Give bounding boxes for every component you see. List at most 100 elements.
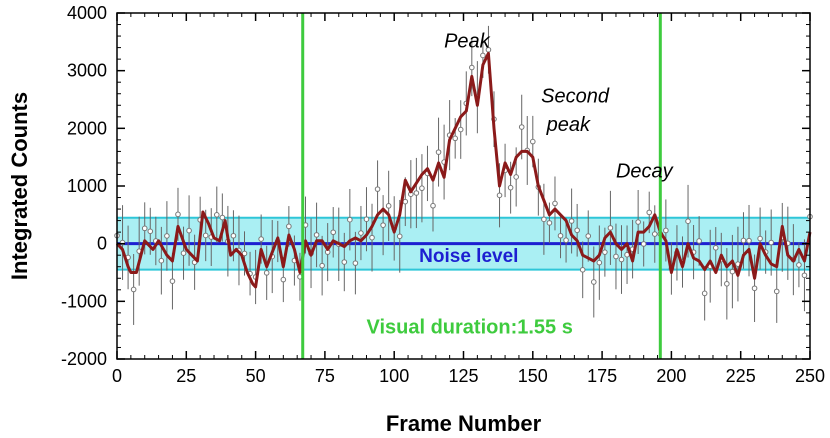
sample-point (701, 290, 708, 297)
sample-point (513, 174, 519, 180)
x-tick-label: 100 (379, 366, 409, 386)
sample-point (751, 285, 758, 292)
sample-point (219, 214, 226, 221)
sample-point (663, 227, 669, 234)
sample-point (602, 249, 608, 255)
error-bars-layer (116, 25, 811, 325)
x-tick-label: 0 (112, 366, 122, 386)
sample-point (469, 64, 475, 71)
sample-point (413, 190, 420, 196)
x-tick-label: 200 (656, 366, 686, 386)
annotation-label: peak (546, 114, 591, 136)
sample-point (568, 218, 575, 224)
sample-point (457, 126, 464, 133)
sample-point (369, 234, 375, 241)
sample-point (496, 192, 503, 199)
sample-point (419, 185, 425, 192)
sample-point (130, 286, 137, 293)
sample-point (773, 288, 780, 295)
sample-point (640, 241, 647, 247)
x-tick-label: 175 (587, 366, 617, 386)
sample-point (530, 138, 536, 145)
sample-point (768, 239, 774, 246)
sample-point (651, 231, 658, 237)
sample-point (546, 220, 553, 226)
y-tick-label: 0 (97, 234, 107, 254)
annotation-label: Second (541, 85, 610, 107)
sample-point (801, 272, 808, 279)
sample-point (724, 280, 730, 287)
y-tick-label: -1000 (61, 291, 107, 311)
duration-markers-layer (301, 13, 662, 359)
y-tick-label: 2000 (67, 118, 107, 138)
sample-point (796, 262, 802, 268)
sample-point (596, 259, 603, 266)
sample-point (635, 219, 641, 225)
annotation-label: Peak (444, 31, 491, 53)
sample-point (341, 259, 348, 265)
sample-point (696, 238, 702, 244)
sample-point (396, 233, 403, 240)
plot-frame (116, 12, 811, 360)
x-tick-label: 250 (795, 366, 825, 386)
x-tick-label: 150 (518, 366, 548, 386)
sample-point (563, 237, 569, 244)
sample-point (319, 262, 325, 269)
sample-point (740, 237, 747, 244)
visual-duration-label: Visual duration:1.55 s (366, 317, 572, 339)
sample-point (202, 232, 209, 239)
sample-point (186, 227, 192, 234)
x-tick-label: 50 (246, 366, 266, 386)
sample-point (164, 233, 170, 239)
sample-point (169, 278, 176, 284)
sample-point (585, 233, 592, 239)
sample-point (241, 250, 248, 257)
sample-point (175, 211, 181, 218)
sample-point (158, 257, 165, 264)
noise-level-label: Noise level (419, 246, 518, 267)
sample-point (452, 135, 458, 142)
sample-point (541, 216, 547, 223)
sample-point (618, 256, 625, 263)
sample-point (480, 52, 486, 59)
axes-layer (116, 12, 811, 360)
sample-point (286, 223, 292, 230)
sample-point (363, 216, 370, 223)
sample-point (430, 202, 436, 209)
y-tick-label: 3000 (67, 61, 107, 81)
x-tick-label: 225 (726, 366, 756, 386)
y-tick-label: -2000 (61, 349, 107, 369)
sample-point (385, 203, 392, 209)
sample-point (330, 229, 337, 236)
sample-point (347, 216, 353, 223)
x-tick-label: 25 (176, 366, 196, 386)
sample-point (358, 230, 364, 236)
noise-band-layer (117, 216, 810, 271)
sample-point (352, 260, 359, 266)
sample-point (280, 276, 287, 283)
sample-point (374, 186, 381, 192)
sample-point (746, 237, 752, 244)
sample-point (230, 232, 237, 239)
x-axis-title: Frame Number (386, 411, 542, 436)
sample-point (402, 198, 409, 205)
y-tick-label: 1000 (67, 176, 107, 196)
sample-point (313, 232, 320, 238)
sample-point (213, 211, 220, 218)
sample-point (263, 270, 270, 276)
sample-point (552, 200, 558, 207)
sample-point (685, 218, 691, 224)
x-tick-label: 75 (315, 366, 335, 386)
smoothed-curve (115, 51, 812, 289)
sample-point (607, 225, 614, 231)
sample-point (729, 268, 736, 275)
sample-point (557, 232, 564, 239)
y-tick-label: 4000 (67, 3, 107, 23)
sample-point (380, 222, 386, 228)
text-layer: 0 25 50 75 100 125 150 175 200 225 250 -2000 -1000 0 1… (7, 3, 825, 436)
sample-point (518, 124, 525, 130)
sample-point (147, 228, 154, 235)
y-axis-title: Integrated Counts (7, 92, 32, 280)
sample-point (435, 149, 442, 155)
